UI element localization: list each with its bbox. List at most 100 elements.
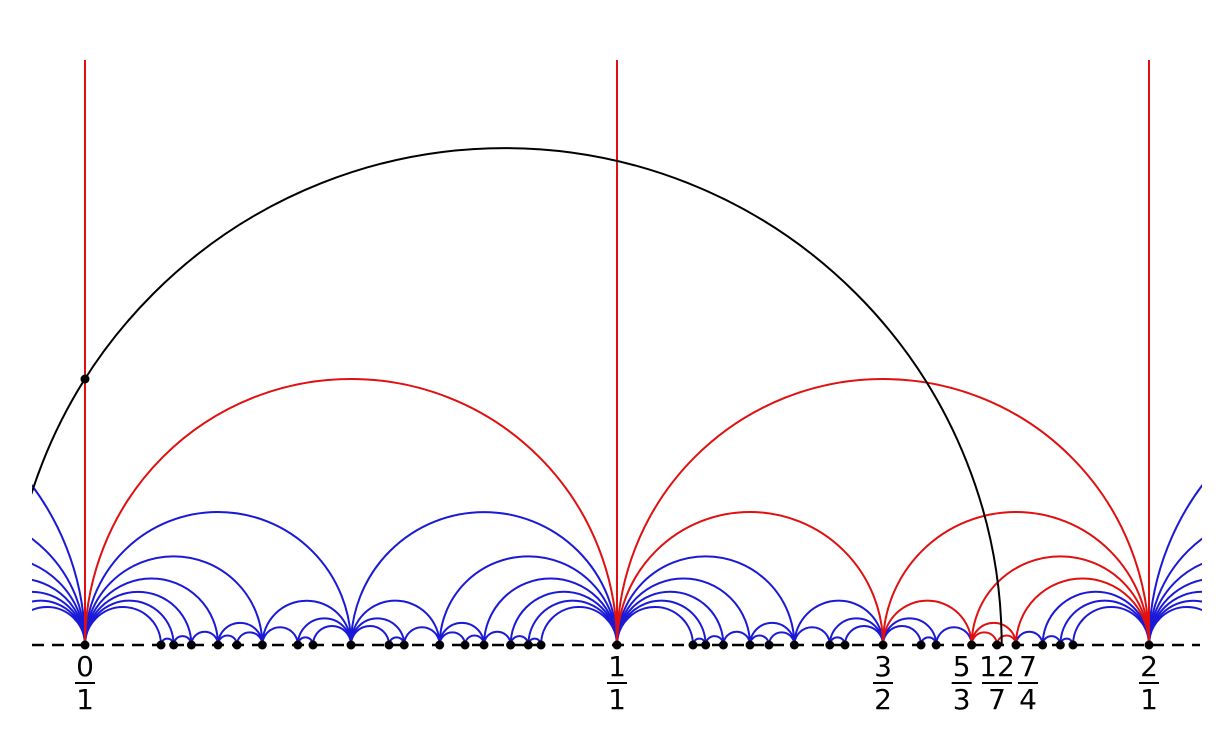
geodesic [1148,537,1202,646]
geodesic [970,621,1017,646]
geodesic [84,511,352,646]
point [523,640,533,650]
denominator: 1 [1140,683,1158,716]
geodesic [217,621,264,646]
fraction: 127 [979,650,1015,716]
geodesic [350,599,441,646]
geodesic [32,484,86,646]
geodesic [350,617,406,646]
point [479,640,489,650]
fraction: 01 [75,650,95,716]
geodesic [793,599,884,646]
geodesic [261,599,352,646]
geodesic [350,511,618,646]
geodesic [540,606,618,646]
numerator: 5 [953,650,971,683]
path-geodesic [8,148,1002,645]
geodesic [935,626,973,646]
geodesic [438,555,618,646]
point [745,640,755,650]
geodesic [350,625,390,646]
points [80,374,1154,650]
geodesic [1148,606,1202,646]
geodesic [84,555,264,646]
denominator: 1 [76,683,94,716]
geodesic [1041,590,1150,646]
point [825,640,835,650]
point [840,640,850,650]
point [435,640,445,650]
fraction: 32 [873,650,893,716]
denominator: 7 [988,683,1006,716]
point [308,640,318,650]
point [257,640,267,650]
point [460,640,470,650]
point [80,374,90,384]
geodesic [1148,484,1202,646]
geodesic [768,631,796,646]
denominator: 3 [953,683,971,716]
point [186,640,196,650]
geodesic [616,606,694,646]
point [293,640,303,650]
geodesic [236,631,264,646]
numerator: 0 [76,650,94,683]
point [536,640,546,650]
geodesic [84,577,219,646]
geodesic [793,626,831,646]
geodesic [1072,606,1150,646]
numerator: 12 [979,650,1015,683]
denominator: 1 [608,683,626,716]
numerator: 2 [1140,650,1158,683]
geodesic [32,562,86,646]
point [967,640,977,650]
point [916,640,926,650]
geodesic [722,630,751,646]
point [992,640,1002,650]
geodesic [1015,577,1150,646]
point [1055,640,1065,650]
fraction: 21 [1139,650,1159,716]
geodesic [190,630,219,646]
numerator: 3 [874,650,892,683]
geodesic [312,625,352,646]
geodesic [403,626,441,646]
point [384,640,394,650]
point [931,640,941,650]
geodesic [882,599,973,646]
geodesic [844,625,884,646]
geodesic [1148,563,1202,646]
geodesic [84,590,193,646]
point [506,640,516,650]
geodesic [438,631,466,646]
point [1011,640,1021,650]
denominator: 2 [874,683,892,716]
geodesic [616,590,725,646]
geodesic [483,630,512,646]
numerator: 1 [608,650,626,683]
fraction: 74 [1018,650,1038,716]
geodesics [8,60,1202,646]
geodesic [749,621,796,646]
geodesic [438,621,485,646]
geodesic [970,555,1150,646]
point [156,640,166,650]
geodesic [32,606,86,646]
point [399,640,409,650]
point [80,640,90,650]
geodesic [616,378,1150,646]
point [1144,640,1154,650]
geodesic [616,577,751,646]
geodesic [483,577,618,646]
geodesic [882,617,938,646]
geodesic [84,378,618,646]
geodesic [84,606,162,646]
geodesic [882,511,1150,646]
geodesic [1148,578,1202,646]
point [878,640,888,650]
point [764,640,774,650]
point [718,640,728,650]
geodesic [296,617,352,646]
